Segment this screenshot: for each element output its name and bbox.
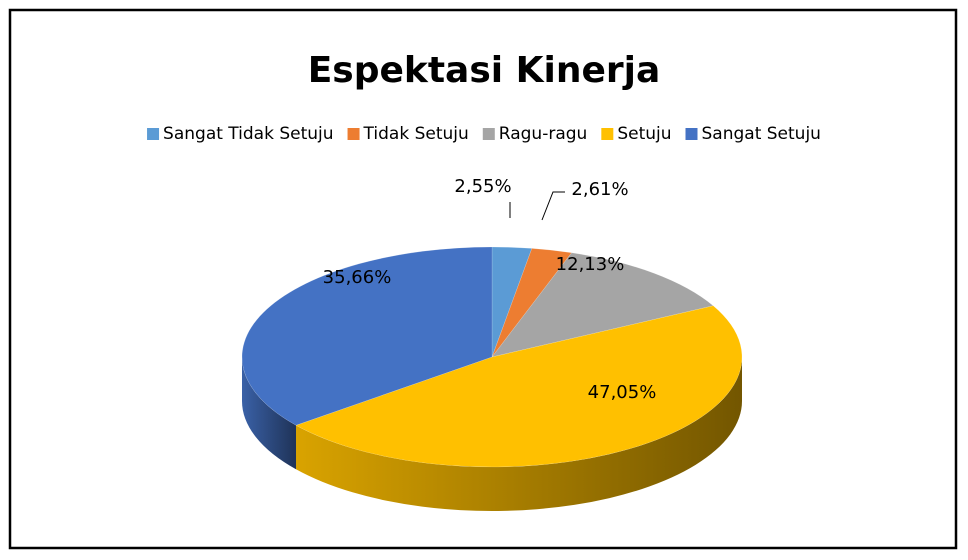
legend-swatch — [685, 128, 698, 140]
slice — [491, 248, 573, 358]
legend-swatch — [601, 128, 614, 140]
legend-label: Ragu-ragu — [499, 124, 588, 144]
slice — [295, 305, 743, 468]
legend-swatch — [147, 128, 160, 140]
data-label: 12,13% — [556, 254, 625, 275]
leader-line — [541, 191, 565, 221]
data-label: 47,05% — [588, 382, 657, 403]
data-label: 2,55% — [454, 176, 511, 197]
legend-label: Sangat Tidak Setuju — [163, 124, 334, 144]
data-label: 2,61% — [571, 179, 628, 200]
legend-swatch — [482, 128, 495, 140]
legend-label: Tidak Setuju — [363, 124, 469, 144]
data-label: 35,66% — [323, 267, 392, 288]
slice-side — [296, 357, 742, 512]
legend-swatch — [347, 128, 360, 140]
chart-title: Espektasi Kinerja — [308, 50, 661, 91]
legend-label: Sangat Setuju — [702, 124, 821, 144]
slice-side — [242, 357, 297, 470]
slice — [491, 246, 533, 358]
slice — [241, 246, 493, 426]
legend-label: Setuju — [617, 124, 671, 144]
slice — [491, 252, 714, 358]
